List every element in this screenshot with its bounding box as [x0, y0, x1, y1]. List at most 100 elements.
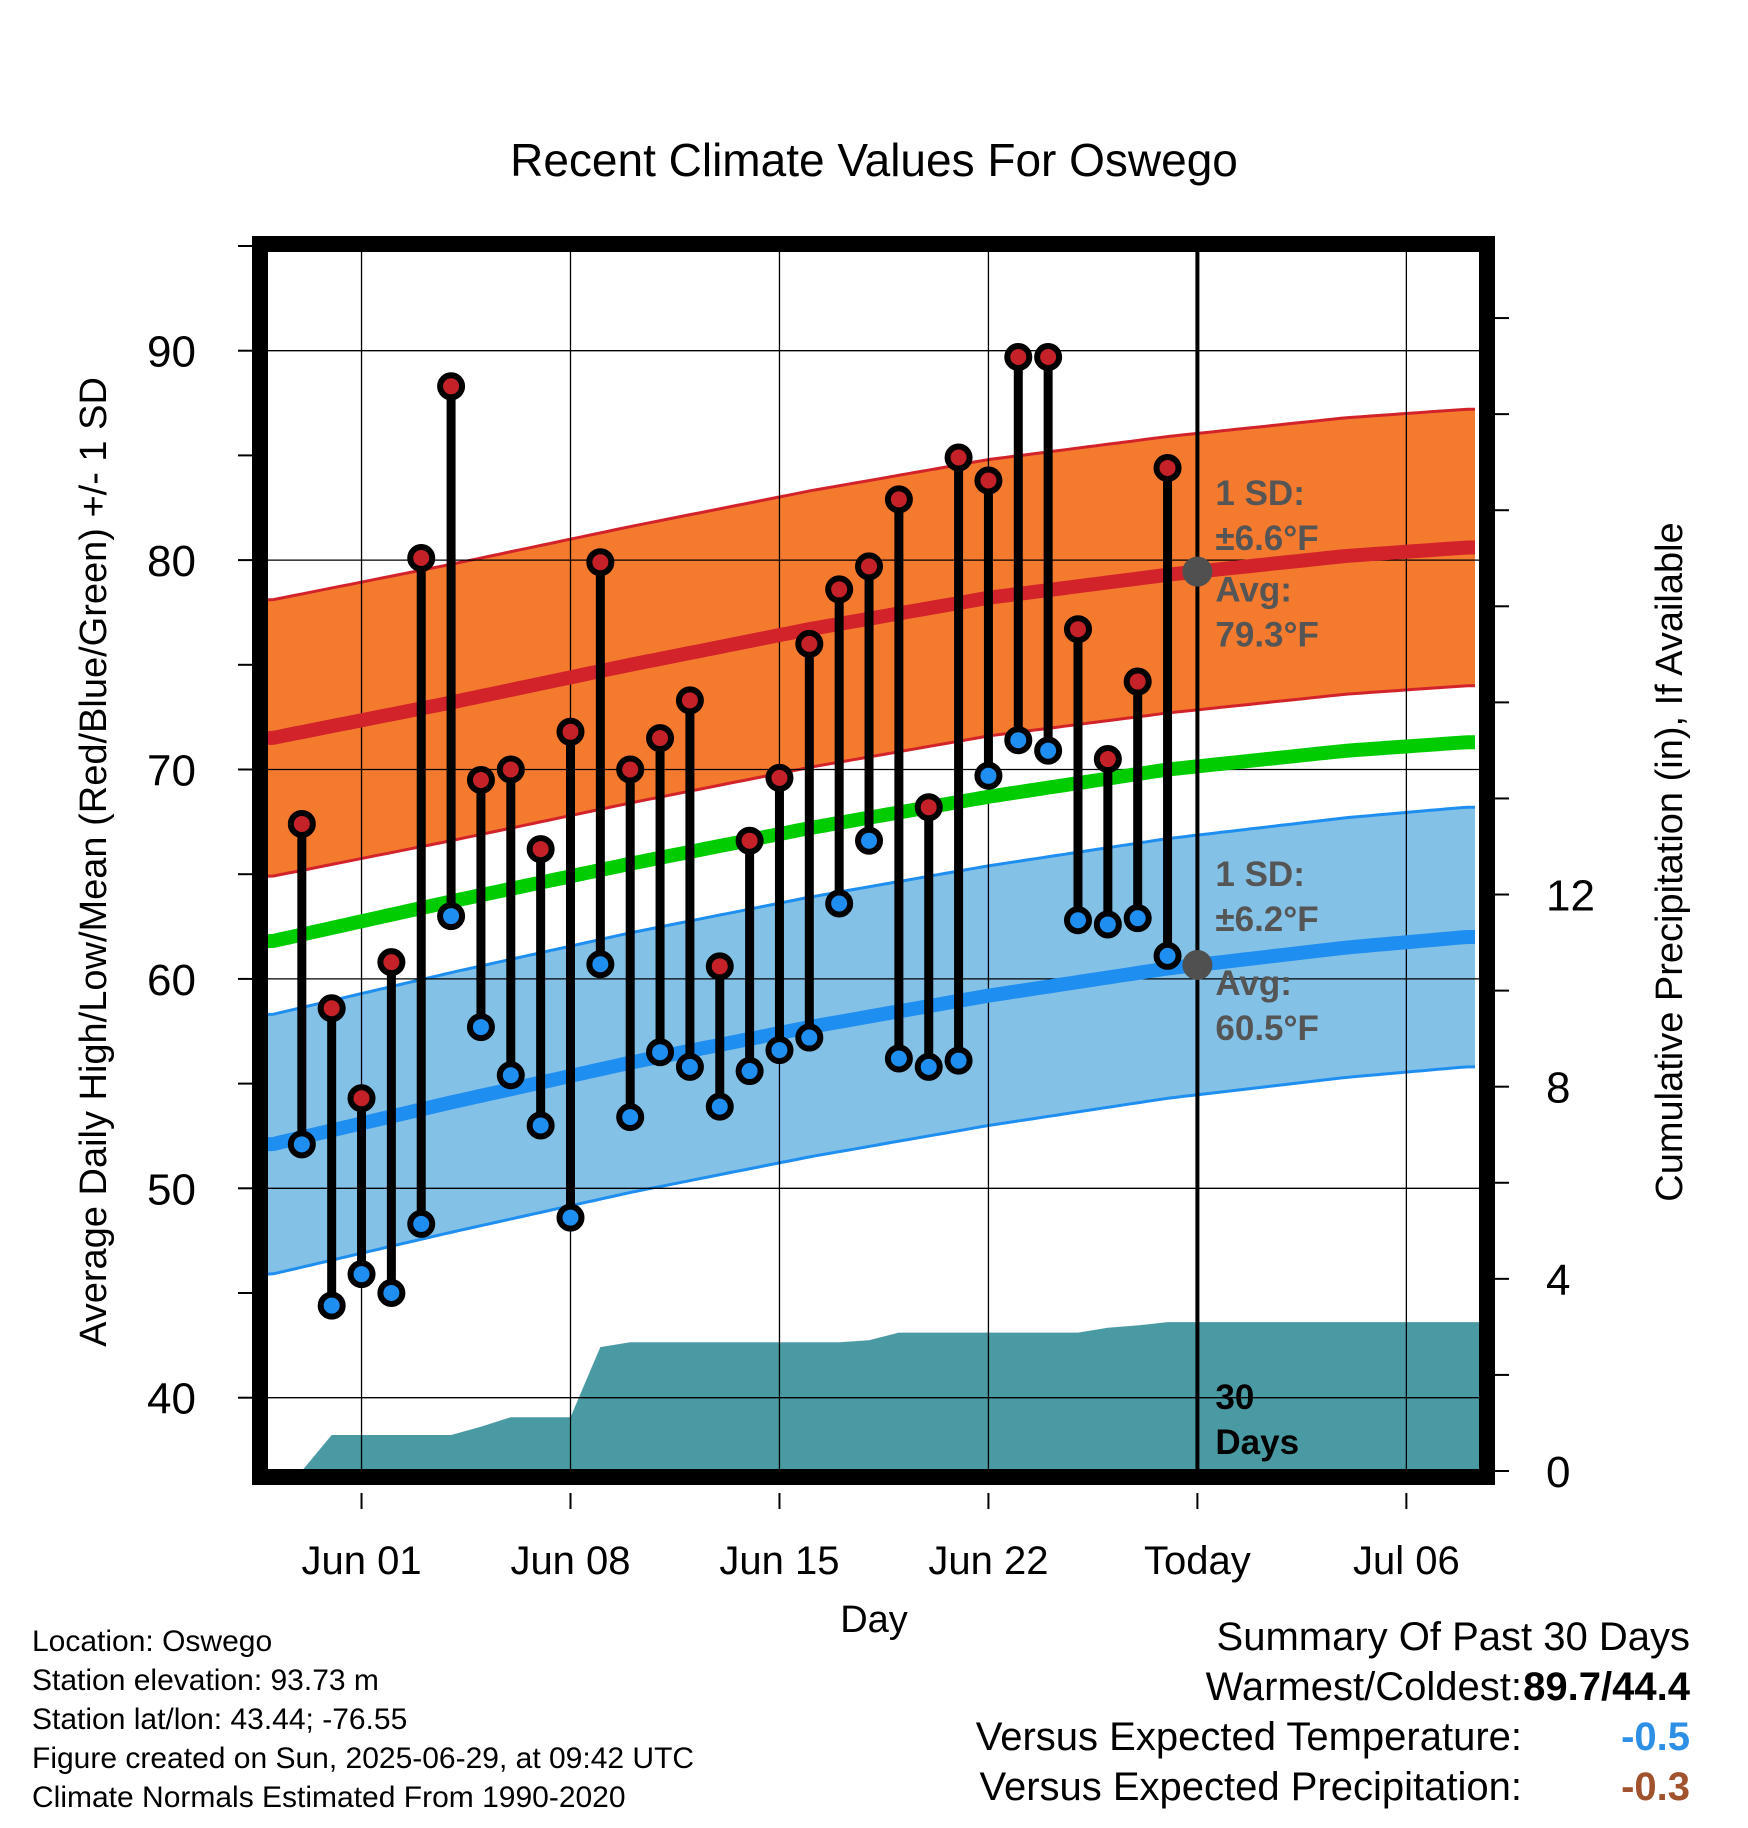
window-days-number: 30	[1215, 1378, 1254, 1417]
daily-low-point	[287, 1130, 316, 1159]
daily-high-point	[1123, 667, 1152, 696]
bottom-axis-tick-label: Jun 08	[510, 1539, 630, 1583]
daily-high-point	[1034, 342, 1063, 371]
daily-low-point	[496, 1061, 525, 1090]
precip-departure-row: Versus Expected Precipitation: -0.3	[690, 1762, 1690, 1812]
created-text: Figure created on Sun, 2025-06-29, at 09…	[32, 1742, 695, 1775]
low-avg-label: Avg:	[1215, 964, 1291, 1003]
normal-low-line	[266, 930, 1475, 1152]
daily-low-point	[825, 889, 854, 918]
daily-low-point	[466, 1013, 495, 1042]
right-axis-tick-label: 0	[1546, 1448, 1570, 1497]
daily-low-point	[1034, 736, 1063, 765]
high-avg-label: Avg:	[1215, 571, 1291, 610]
warmest-coldest-value: 89.7/44.4	[1523, 1665, 1690, 1709]
latlon-text: Station lat/lon: 43.44; -76.55	[32, 1703, 408, 1736]
precip-departure-value: -0.3	[1621, 1765, 1690, 1809]
daily-high-point	[526, 835, 555, 864]
daily-low-point	[675, 1052, 704, 1081]
high-sd-label: 1 SD:	[1215, 474, 1304, 513]
daily-high-point	[407, 544, 436, 573]
left-axis-tick-label: 90	[147, 328, 196, 377]
bottom-axis-tick-label: Jun 01	[301, 1539, 421, 1583]
daily-high-point	[944, 443, 973, 472]
daily-high-point	[317, 994, 346, 1023]
daily-low-point	[407, 1209, 436, 1238]
high-sd-value: ±6.6°F	[1215, 519, 1318, 558]
daily-high-point	[735, 826, 764, 855]
temp-departure-value: -0.5	[1621, 1715, 1690, 1759]
daily-low-point	[765, 1036, 794, 1065]
plot-frame	[252, 236, 1495, 1485]
daily-high-point	[646, 724, 675, 753]
warmest-coldest-label: Warmest/Coldest:	[1205, 1665, 1522, 1709]
daily-low-point	[586, 950, 615, 979]
warmest-coldest-row: Warmest/Coldest:89.7/44.4	[690, 1662, 1690, 1712]
daily-low-point	[1153, 941, 1182, 970]
daily-high-point	[855, 552, 884, 581]
daily-high-point	[556, 717, 585, 746]
daily-high-point	[974, 466, 1003, 495]
daily-low-point	[944, 1046, 973, 1075]
daily-low-point	[974, 761, 1003, 790]
right-axis-tick-label: 12	[1546, 872, 1595, 921]
daily-low-point	[795, 1023, 824, 1052]
temp-departure-row: Versus Expected Temperature: -0.5	[690, 1712, 1690, 1762]
bottom-axis-tick-label: Jun 15	[719, 1539, 839, 1583]
daily-low-point	[1093, 910, 1122, 939]
daily-high-point	[765, 763, 794, 792]
left-axis-tick-label: 70	[147, 747, 196, 796]
daily-low-point	[1063, 906, 1092, 935]
axes: 40 50 60 70 80 90 0 4 8 12 Jun 01 Jun 08 Jun 15 Jun 2…	[147, 245, 1595, 1583]
daily-high-point	[466, 765, 495, 794]
daily-low-point	[377, 1279, 406, 1308]
low-band-upper-edge	[266, 805, 1475, 1016]
station-info: Location: Oswego Station elevation: 93.7…	[32, 1622, 694, 1817]
daily-high-point	[287, 809, 316, 838]
daily-high-point	[616, 755, 645, 784]
daily-low-point	[914, 1052, 943, 1081]
summary-panel: Summary Of Past 30 Days Warmest/Coldest:…	[690, 1612, 1690, 1812]
location-text: Location: Oswego	[32, 1625, 273, 1658]
bottom-axis-tick-label: Today	[1144, 1539, 1251, 1583]
high-avg-value: 79.3°F	[1215, 616, 1319, 655]
normals-text: Climate Normals Estimated From 1990-2020	[32, 1781, 626, 1814]
daily-high-point	[1153, 453, 1182, 482]
precip-departure-label: Versus Expected Precipitation:	[979, 1765, 1522, 1809]
daily-low-point	[855, 826, 884, 855]
daily-high-point	[825, 575, 854, 604]
plot-area	[266, 246, 1481, 1471]
daily-low-point	[437, 902, 466, 931]
right-axis-tick-label: 4	[1546, 1256, 1570, 1305]
low-sd-value: ±6.2°F	[1215, 900, 1318, 939]
low-avg-value: 60.5°F	[1215, 1009, 1319, 1048]
daily-low-point	[705, 1092, 734, 1121]
today-low-avg-marker	[1182, 949, 1213, 980]
daily-high-point	[586, 548, 615, 577]
daily-high-point	[914, 793, 943, 822]
daily-high-point	[1093, 745, 1122, 774]
temp-departure-label: Versus Expected Temperature:	[975, 1715, 1522, 1759]
low-band-lower-edge	[266, 1065, 1475, 1276]
daily-low-point	[616, 1103, 645, 1132]
left-axis-tick-label: 50	[147, 1165, 196, 1214]
daily-low-point	[1004, 726, 1033, 755]
daily-low-point	[884, 1044, 913, 1073]
daily-high-point	[884, 485, 913, 514]
x-axis-label: Day	[840, 1599, 908, 1641]
daily-high-point	[705, 952, 734, 981]
daily-high-point	[496, 755, 525, 784]
daily-low-point	[1123, 904, 1152, 933]
daily-low-point	[646, 1038, 675, 1067]
right-axis-tick-label: 8	[1546, 1064, 1570, 1113]
daily-high-point	[795, 629, 824, 658]
daily-low-point	[317, 1291, 346, 1320]
summary-title: Summary Of Past 30 Days	[1216, 1615, 1690, 1659]
today-high-avg-marker	[1182, 556, 1213, 587]
chart-title: Recent Climate Values For Oswego	[510, 134, 1238, 186]
daily-high-point	[437, 372, 466, 401]
cumulative-precip-area	[301, 1322, 1481, 1471]
left-axis-tick-label: 60	[147, 956, 196, 1005]
daily-high-point	[675, 686, 704, 715]
